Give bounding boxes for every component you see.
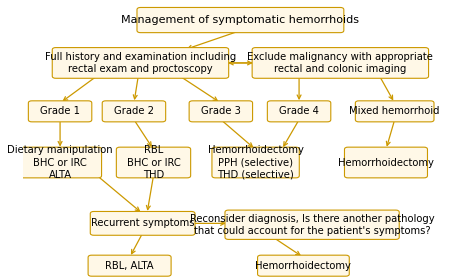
Text: Grade 4: Grade 4 xyxy=(279,106,319,116)
Text: Recurrent symptoms: Recurrent symptoms xyxy=(91,218,195,228)
Text: RBL, ALTA: RBL, ALTA xyxy=(105,261,154,271)
Text: Management of symptomatic hemorrhoids: Management of symptomatic hemorrhoids xyxy=(121,15,360,25)
FancyBboxPatch shape xyxy=(29,101,92,122)
Text: Grade 1: Grade 1 xyxy=(40,106,80,116)
FancyBboxPatch shape xyxy=(90,212,195,235)
FancyBboxPatch shape xyxy=(258,255,349,276)
FancyBboxPatch shape xyxy=(52,48,229,78)
Text: Hemorrhoidectomy: Hemorrhoidectomy xyxy=(338,158,434,168)
Text: RBL
BHC or IRC
THD: RBL BHC or IRC THD xyxy=(127,145,180,180)
FancyBboxPatch shape xyxy=(267,101,331,122)
FancyBboxPatch shape xyxy=(88,255,171,276)
FancyBboxPatch shape xyxy=(116,147,191,178)
Text: Exclude malignancy with appropriate
rectal and colonic imaging: Exclude malignancy with appropriate rect… xyxy=(248,52,433,74)
FancyBboxPatch shape xyxy=(225,210,399,239)
Text: Grade 3: Grade 3 xyxy=(201,106,241,116)
FancyBboxPatch shape xyxy=(102,101,165,122)
Text: Full history and examination including
rectal exam and proctoscopy: Full history and examination including r… xyxy=(45,52,236,74)
FancyBboxPatch shape xyxy=(189,101,253,122)
FancyBboxPatch shape xyxy=(137,8,344,33)
FancyBboxPatch shape xyxy=(18,147,101,178)
FancyBboxPatch shape xyxy=(252,48,429,78)
Text: Grade 2: Grade 2 xyxy=(114,106,154,116)
Text: Mixed hemorrhoid: Mixed hemorrhoid xyxy=(349,106,440,116)
Text: Dietary manipulation
BHC or IRC
ALTA: Dietary manipulation BHC or IRC ALTA xyxy=(7,145,113,180)
Text: Hemorrhoidectomy: Hemorrhoidectomy xyxy=(255,261,351,271)
FancyBboxPatch shape xyxy=(344,147,427,178)
Text: Hemorrhoidectomy
PPH (selective)
THD (selective): Hemorrhoidectomy PPH (selective) THD (se… xyxy=(208,145,303,180)
FancyBboxPatch shape xyxy=(212,147,299,178)
FancyBboxPatch shape xyxy=(355,101,434,122)
Text: Reconsider diagnosis, Is there another pathology
that could account for the pati: Reconsider diagnosis, Is there another p… xyxy=(190,214,434,236)
